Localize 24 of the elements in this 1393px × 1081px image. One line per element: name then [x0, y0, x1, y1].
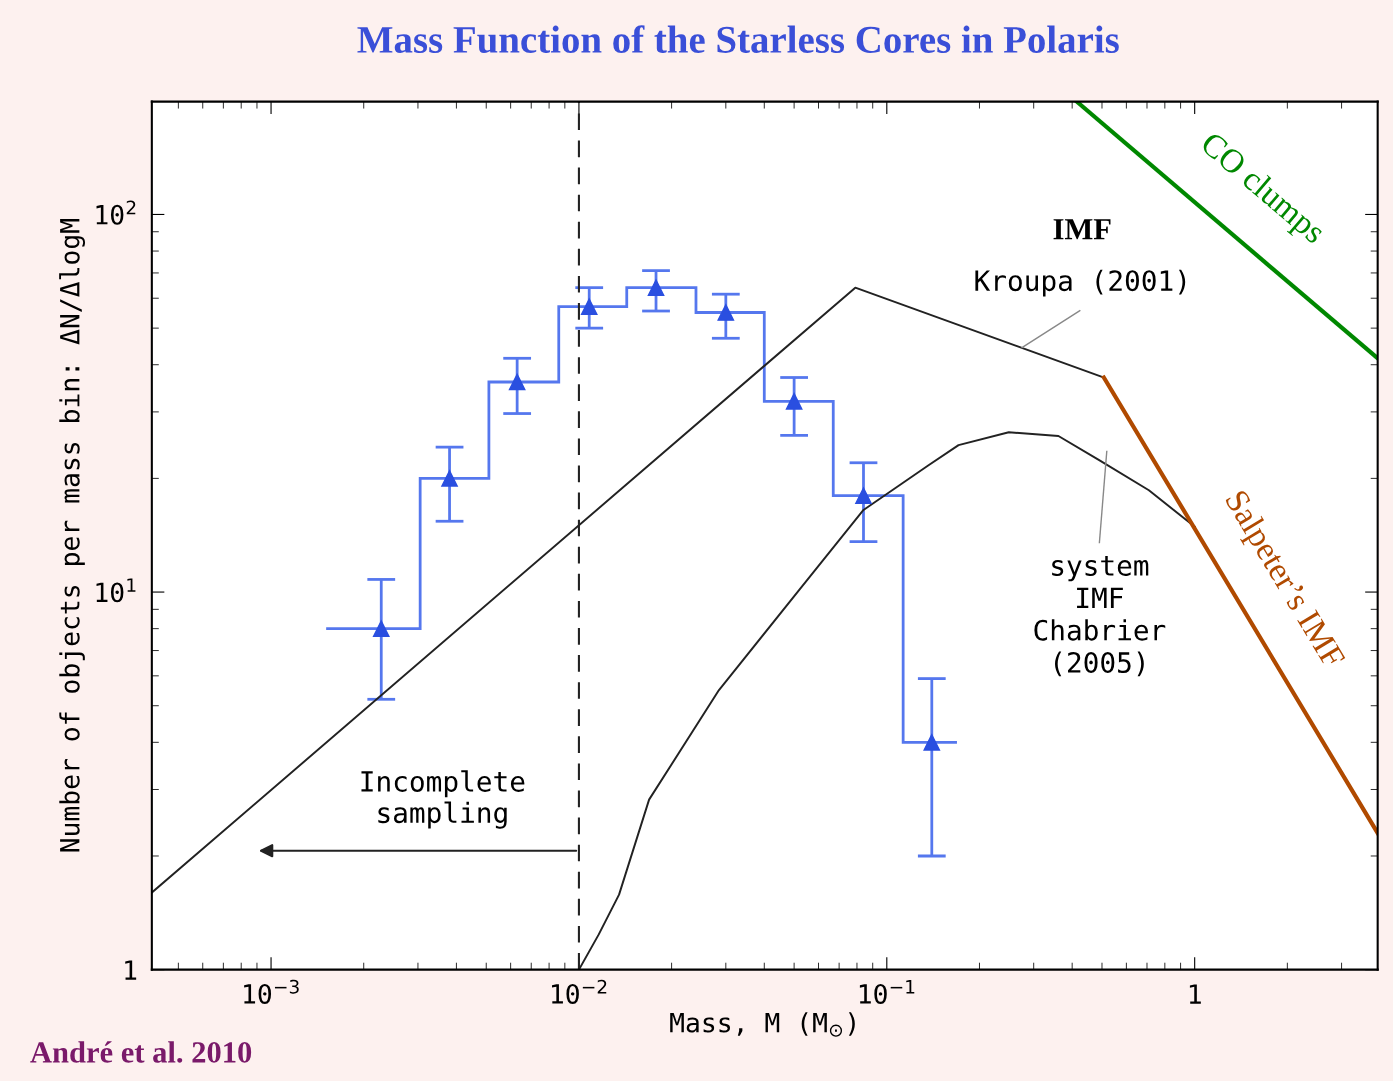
- x-tick-label: 10$^{−2}$: [552, 979, 607, 1004]
- y-tick-label: 10$^{1}$: [96, 578, 136, 603]
- annotation: IMF: [1053, 219, 1111, 240]
- x-axis-title: Mass, M (M$_{⊙}$): [670, 1012, 855, 1037]
- text: André et al. 2010: [30, 1041, 252, 1063]
- point: [372, 620, 390, 637]
- point: [923, 733, 941, 751]
- annotation: system IMF Chabrier (2005): [1034, 556, 1166, 677]
- point: [717, 304, 735, 321]
- x-tick-label: 10$^{−3}$: [244, 979, 299, 1004]
- point: [580, 298, 598, 315]
- point: [508, 373, 526, 391]
- point: [785, 392, 803, 410]
- y-tick-label: 1: [125, 960, 137, 980]
- y-axis-title: Number of objects per mass bin: ΔN/ΔlogM: [59, 219, 86, 852]
- y-tick-label: 10$^{2}$: [96, 200, 136, 225]
- point: [855, 487, 872, 505]
- x-tick-label: 10$^{−1}$: [859, 979, 915, 1004]
- annotation: Incomplete sampling: [361, 770, 525, 829]
- x-tick-label: 1: [1189, 984, 1201, 1004]
- point: [441, 470, 458, 487]
- point: [647, 279, 665, 296]
- chart-title: Mass Function of the Starless Cores in Polaris: [357, 25, 1119, 54]
- annotation: Kroupa (2001): [975, 269, 1186, 297]
